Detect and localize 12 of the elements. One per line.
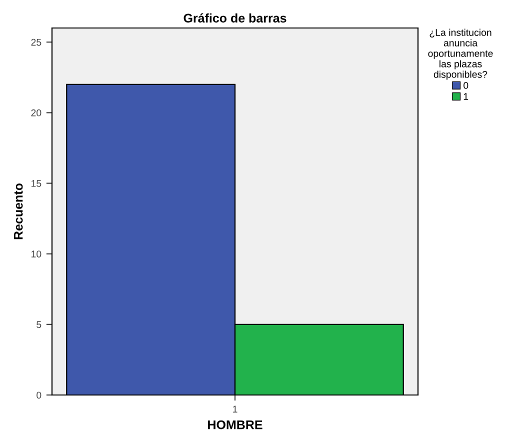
y-tick-label: 0 xyxy=(36,392,42,399)
legend-label: 0 xyxy=(464,82,468,89)
legend-title: ¿La institucion anuncia oportunamente las plazas disponibles? xyxy=(428,28,493,80)
y-tick-label: 25 xyxy=(31,38,42,46)
y-tick-label: 15 xyxy=(32,180,42,187)
y-tick-label: 10 xyxy=(32,250,42,258)
y-tick-label: 5 xyxy=(36,321,42,328)
y-axis-title: Recuento xyxy=(14,184,23,240)
chart-title: Gráfico de barras xyxy=(184,13,286,23)
y-tick-label: 20 xyxy=(31,109,42,116)
x-axis-title: HOMBRE xyxy=(208,420,262,430)
legend-label: 1 xyxy=(464,93,468,100)
